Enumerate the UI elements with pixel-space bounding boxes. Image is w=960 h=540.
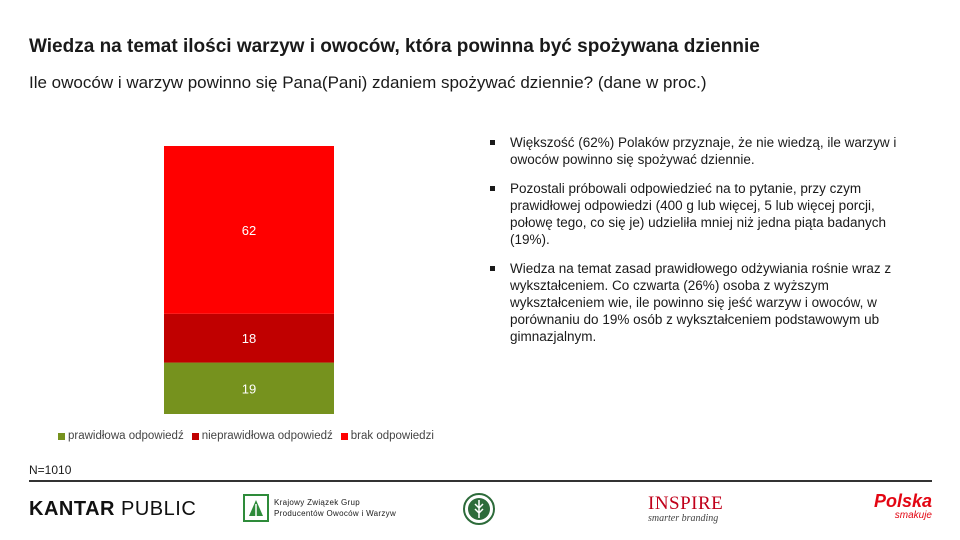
page-subtitle: Ile owoców i warzyw powinno się Pana(Pan… (29, 73, 707, 92)
footer-logos: KANTAR PUBLIC Krajowy Związek Grup Produ… (0, 484, 960, 540)
data-label: 19 (242, 381, 256, 396)
kantar-public-logo: KANTAR PUBLIC (29, 498, 197, 520)
stacked-bar-chart: 19 18 62 (164, 146, 334, 414)
data-label: 62 (242, 223, 256, 238)
ministry-seal-icon (463, 493, 495, 525)
sample-size-note: N=1010 (29, 463, 72, 477)
bullet-item: Wiedza na temat zasad prawidłowego odżyw… (488, 260, 918, 345)
footer-divider (29, 480, 932, 482)
bar-segment (164, 362, 334, 414)
summary-bullets: Większość (62%) Polaków przyznaje, że ni… (488, 134, 918, 357)
legend-label: brak odpowiedzi (350, 430, 434, 442)
legend-item: brak odpowiedzi (340, 430, 434, 442)
legend-label: nieprawidłowa odpowiedź (201, 430, 333, 442)
inspire-logo: INSPIRE smarter branding (648, 493, 724, 524)
legend-item: prawidłowa odpowiedź (58, 430, 184, 442)
data-label: 18 (242, 331, 256, 346)
kzg-leaf-icon (243, 494, 269, 522)
kzg-logo: Krajowy Związek Grup Producentów Owoców … (243, 494, 396, 522)
bullet-item: Większość (62%) Polaków przyznaje, że ni… (488, 134, 918, 168)
bullet-item: Pozostali próbowali odpowiedzieć na to p… (488, 180, 918, 248)
legend-swatch (58, 432, 65, 440)
legend-swatch (340, 432, 348, 440)
legend-swatch (191, 432, 199, 440)
bar-segment (164, 313, 334, 363)
bar-segment (164, 146, 334, 314)
legend-item: nieprawidłowa odpowiedź (191, 430, 333, 442)
chart-legend: prawidłowa odpowiedź nieprawidłowa odpow… (58, 430, 434, 442)
polska-smakuje-logo: Polska smakuje (873, 491, 932, 521)
legend-label: prawidłowa odpowiedź (68, 430, 184, 442)
page-title: Wiedza na temat ilości warzyw i owoców, … (29, 36, 760, 57)
